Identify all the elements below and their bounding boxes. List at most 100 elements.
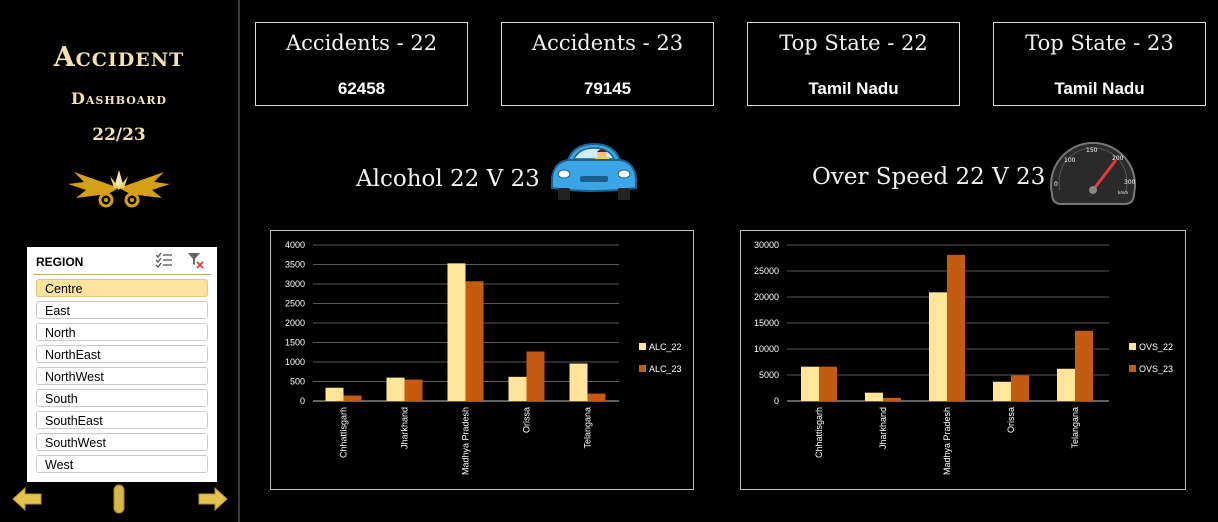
card-top-state-23: Top State - 23 Tamil Nadu xyxy=(993,22,1206,106)
bar-alc_22 xyxy=(569,363,588,401)
region-slicer: REGION Centre East North NorthEast North xyxy=(27,247,217,482)
slicer-item-north[interactable]: North xyxy=(36,323,208,341)
bar-ovs_23 xyxy=(883,397,901,401)
legend-swatch xyxy=(1129,365,1136,372)
legend-label: ALC_23 xyxy=(649,364,682,374)
legend-swatch xyxy=(639,343,646,350)
slicer-title: REGION xyxy=(36,255,84,269)
y-tick-label: 1500 xyxy=(285,338,305,348)
bar-alc_23 xyxy=(404,379,423,401)
y-tick-label: 0 xyxy=(774,396,779,406)
y-tick-label: 4000 xyxy=(285,240,305,250)
y-tick-label: 25000 xyxy=(754,266,779,276)
card-value: 62458 xyxy=(337,79,386,98)
slicer-item-centre[interactable]: Centre xyxy=(36,279,208,297)
overspeed-chart: 0 5000 10000 15000 20000 25000 30000 Chhattisga… xyxy=(740,230,1186,490)
x-tick-label: Chhattisgarh xyxy=(814,407,824,458)
alcohol-section-title: Alcohol 22 V 23 xyxy=(356,166,540,192)
y-tick-label: 15000 xyxy=(754,318,779,328)
slicer-item-southwest[interactable]: SouthWest xyxy=(36,433,208,451)
card-value: Tamil Nadu xyxy=(808,79,899,98)
x-tick-label: Madhya Pradesh xyxy=(942,407,952,475)
speed-tick: 300 xyxy=(1124,179,1136,186)
bar-alc_22 xyxy=(325,387,344,401)
legend-label: ALC_22 xyxy=(649,342,682,352)
x-tick-label: Jharkhand xyxy=(400,407,410,449)
arrow-right-icon[interactable] xyxy=(198,486,228,517)
card-accidents-22: Accidents - 22 62458 xyxy=(255,22,468,106)
bar-ovs_22 xyxy=(929,292,947,401)
card-title: Top State - 23 xyxy=(1025,31,1174,55)
slicer-item-south[interactable]: South xyxy=(36,389,208,407)
slicer-list: Centre East North NorthEast NorthWest So… xyxy=(36,279,208,477)
bar-ovs_22 xyxy=(993,381,1011,401)
bar-alc_23 xyxy=(465,281,484,401)
x-tick-label: Telangana xyxy=(583,407,593,449)
x-tick-label: Orissa xyxy=(1006,407,1016,433)
y-tick-label: 30000 xyxy=(754,240,779,250)
card-title: Accidents - 22 xyxy=(285,31,438,55)
x-tick-label: Madhya Pradesh xyxy=(461,407,471,475)
dashboard-title: Accident xyxy=(53,42,185,73)
legend-label: OVS_22 xyxy=(1139,342,1173,352)
speed-tick: 0 xyxy=(1054,181,1058,188)
bar-alc_23 xyxy=(587,393,606,401)
sidebar-divider xyxy=(238,0,240,522)
card-title: Top State - 22 xyxy=(779,31,928,55)
bar-ovs_22 xyxy=(801,366,819,401)
slicer-item-west[interactable]: West xyxy=(36,455,208,473)
bar-alc_22 xyxy=(386,377,405,401)
alcohol-chart: 0 500 1000 1500 2000 2500 3000 3500 4000 Chhattis… xyxy=(270,230,694,490)
x-tick-label: Jharkhand xyxy=(878,407,888,449)
y-tick-label: 5000 xyxy=(759,370,779,380)
card-accidents-23: Accidents - 23 79145 xyxy=(501,22,714,106)
bar-alc_23 xyxy=(526,351,545,401)
x-tick-label: Chhattisgarh xyxy=(339,407,349,458)
bar-alc_22 xyxy=(508,376,527,401)
x-tick-label: Telangana xyxy=(1070,407,1080,449)
legend-swatch xyxy=(1129,343,1136,350)
bar-ovs_23 xyxy=(819,366,837,401)
bar-ovs_23 xyxy=(1075,330,1093,401)
slicer-item-southeast[interactable]: SouthEast xyxy=(36,411,208,429)
x-tick-label: Orissa xyxy=(522,407,532,433)
slicer-divider xyxy=(33,274,211,275)
slicer-item-northwest[interactable]: NorthWest xyxy=(36,367,208,385)
y-tick-label: 500 xyxy=(290,377,305,387)
bar-alc_22 xyxy=(447,263,466,401)
speedometer-icon: 0 100 150 200 300 km/h xyxy=(1046,140,1140,211)
clear-filter-icon[interactable] xyxy=(187,252,205,275)
y-tick-label: 2500 xyxy=(285,299,305,309)
y-tick-label: 0 xyxy=(300,396,305,406)
legend-swatch xyxy=(639,365,646,372)
arrow-left-icon[interactable] xyxy=(12,486,42,517)
scroll-handle-icon[interactable] xyxy=(112,484,126,519)
y-tick-label: 3000 xyxy=(285,279,305,289)
y-tick-label: 10000 xyxy=(754,344,779,354)
legend-label: OVS_23 xyxy=(1139,364,1173,374)
multi-select-icon[interactable] xyxy=(155,252,173,273)
speed-tick: 100 xyxy=(1064,157,1076,164)
card-value: Tamil Nadu xyxy=(1054,79,1145,98)
y-tick-label: 20000 xyxy=(754,292,779,302)
card-title: Accidents - 23 xyxy=(531,31,684,55)
bar-ovs_23 xyxy=(1011,375,1029,401)
overspeed-section-title: Over Speed 22 V 23 xyxy=(812,164,1046,190)
card-top-state-22: Top State - 22 Tamil Nadu xyxy=(747,22,960,106)
y-tick-label: 3500 xyxy=(285,260,305,270)
bar-ovs_23 xyxy=(947,254,965,401)
card-value: 79145 xyxy=(583,79,632,98)
bar-ovs_22 xyxy=(865,392,883,401)
speed-unit: km/h xyxy=(1118,190,1129,195)
speed-tick: 200 xyxy=(1112,155,1124,162)
y-tick-label: 2000 xyxy=(285,318,305,328)
dashboard-subtitle: Dashboard xyxy=(70,89,168,108)
bar-alc_23 xyxy=(343,395,362,401)
overspeed-chart-svg: 0 5000 10000 15000 20000 25000 30000 Chhattisga… xyxy=(754,240,1173,475)
winged-wheels-logo-icon xyxy=(66,164,172,215)
slicer-item-east[interactable]: East xyxy=(36,301,208,319)
slicer-item-northeast[interactable]: NorthEast xyxy=(36,345,208,363)
y-tick-label: 1000 xyxy=(285,357,305,367)
dashboard-years: 22/23 xyxy=(92,125,146,145)
bar-ovs_22 xyxy=(1057,368,1075,401)
